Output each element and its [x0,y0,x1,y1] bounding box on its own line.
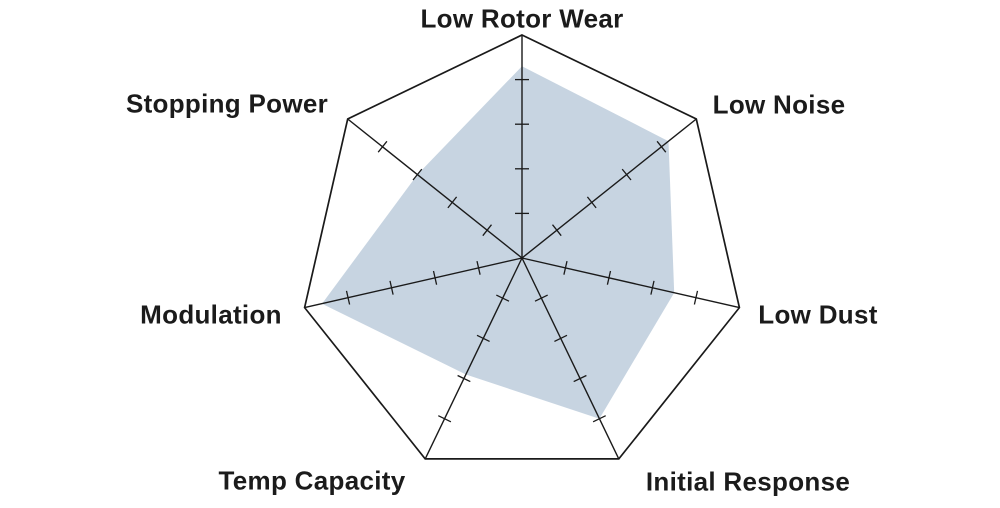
axis-tick [592,415,606,423]
axis-spoke [521,257,620,460]
axis-tick [621,168,632,181]
axis-label-modulation: Modulation [140,299,282,330]
axis-tick [476,260,481,275]
axis-tick [412,168,423,181]
axis-tick [554,334,568,342]
axis-tick [534,294,548,302]
axis-tick [432,270,438,285]
axis-spoke [347,118,523,259]
axis-tick [496,294,510,302]
axis-spoke [304,257,523,309]
axis-label-low-noise: Low Noise [712,89,846,120]
axis-tick [476,334,490,342]
axis-tick [563,260,568,275]
axis-tick [447,196,458,209]
axis-label-low-dust: Low Dust [758,299,878,330]
axis-tick [389,280,394,295]
axis-label-initial-response: Initial Response [645,466,851,497]
axis-tick [551,224,562,237]
axis-tick [606,270,612,285]
data-polygon [322,66,675,419]
radar-outline [303,34,741,460]
axis-tick [573,374,587,383]
axis-spoke [521,118,697,259]
axis-label-stopping-power: Stopping Power [125,88,329,119]
axis-tick [457,374,471,383]
axis-tick [482,224,493,237]
axis-tick [345,290,351,305]
axis-label-low-rotor-wear: Low Rotor Wear [420,3,624,34]
axis-spoke [424,257,523,460]
axis-tick [586,196,597,209]
axis-tick [377,140,388,153]
axis-tick [693,290,699,305]
axis-tick [438,415,452,423]
axis-label-temp-capacity: Temp Capacity [218,465,406,496]
axis-tick [650,280,655,295]
axis-tick [656,140,667,153]
axis-spoke [521,257,740,309]
